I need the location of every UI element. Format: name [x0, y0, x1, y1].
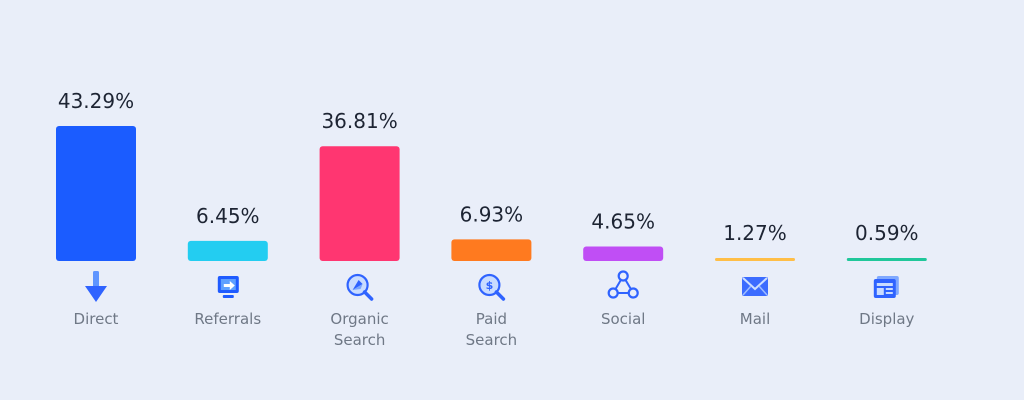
referral-screen-icon [217, 276, 239, 298]
category-label: Referrals [194, 310, 261, 328]
bar-referrals [187, 240, 268, 261]
category-label: Mail [740, 310, 770, 328]
mail-envelope-icon [742, 277, 768, 296]
value-label: 43.29% [58, 89, 134, 113]
bar-social [583, 246, 664, 261]
bar-mail [715, 258, 795, 261]
category-label: Organic Search [330, 310, 388, 349]
category-label: Social [601, 310, 645, 328]
bar-paid-search [451, 239, 532, 261]
arrow-down-icon [85, 271, 107, 302]
value-label: 1.27% [723, 221, 787, 245]
value-label: 6.45% [196, 204, 260, 228]
category-label: Paid Search [466, 310, 518, 349]
svg-text:$: $ [486, 279, 494, 292]
display-browser-icon [873, 276, 899, 298]
bar-display [846, 258, 927, 261]
value-label: 4.65% [591, 209, 655, 233]
bar-direct [56, 126, 136, 261]
value-label: 36.81% [321, 109, 397, 133]
dollar-search-icon: $ [478, 273, 506, 301]
social-share-icon [607, 270, 639, 299]
category-label: Direct [74, 310, 119, 328]
bar-organic-search [319, 146, 400, 261]
compass-search-icon [346, 273, 374, 301]
value-label: 6.93% [460, 202, 524, 226]
category-label: Display [859, 310, 914, 328]
value-label: 0.59% [855, 221, 919, 245]
